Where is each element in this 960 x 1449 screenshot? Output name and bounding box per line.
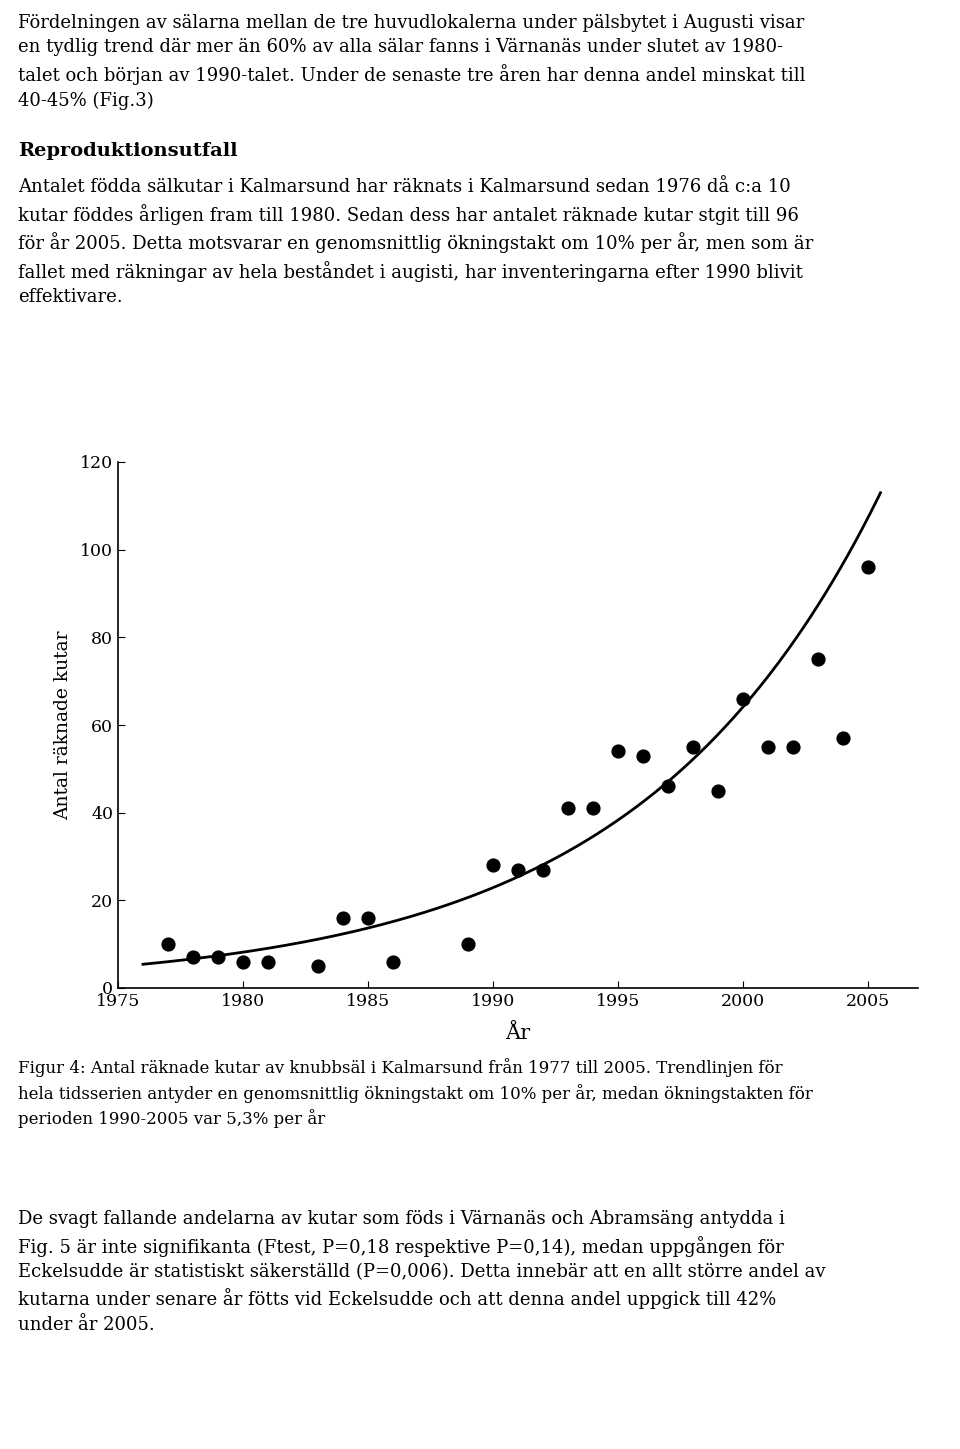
X-axis label: År: År [505, 1024, 531, 1043]
Point [611, 739, 626, 762]
Point [536, 858, 551, 881]
Point [511, 858, 526, 881]
Point [785, 735, 801, 758]
Point [160, 933, 176, 956]
Point [260, 951, 276, 974]
Point [385, 951, 400, 974]
Point [636, 745, 651, 768]
Text: Figur 4: Antal räknade kutar av knubbsäl i Kalmarsund från 1977 till 2005. Trend: Figur 4: Antal räknade kutar av knubbsäl… [18, 1058, 813, 1129]
Point [810, 648, 826, 671]
Point [461, 933, 476, 956]
Y-axis label: Antal räknade kutar: Antal räknade kutar [54, 630, 72, 820]
Point [860, 555, 876, 578]
Point [710, 780, 726, 803]
Point [760, 735, 776, 758]
Point [586, 797, 601, 820]
Point [660, 775, 676, 798]
Point [185, 946, 201, 969]
Point [335, 906, 350, 929]
Point [735, 687, 751, 710]
Point [360, 906, 375, 929]
Point [835, 726, 851, 749]
Text: Fördelningen av sälarna mellan de tre huvudlokalerna under pälsbytet i Augusti v: Fördelningen av sälarna mellan de tre hu… [18, 14, 805, 110]
Point [561, 797, 576, 820]
Point [235, 951, 251, 974]
Text: De svagt fallande andelarna av kutar som föds i Värnanäs och Abramsäng antydda i: De svagt fallande andelarna av kutar som… [18, 1210, 826, 1333]
Point [310, 955, 325, 978]
Point [210, 946, 226, 969]
Text: Antalet födda sälkutar i Kalmarsund har räknats i Kalmarsund sedan 1976 då c:a 1: Antalet födda sälkutar i Kalmarsund har … [18, 178, 813, 306]
Point [685, 735, 701, 758]
Point [486, 853, 501, 877]
Text: Reproduktionsutfall: Reproduktionsutfall [18, 142, 238, 159]
